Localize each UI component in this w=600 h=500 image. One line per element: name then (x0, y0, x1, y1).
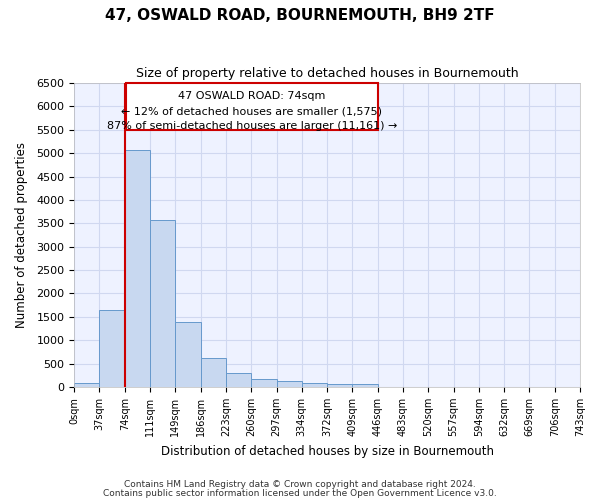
Y-axis label: Number of detached properties: Number of detached properties (15, 142, 28, 328)
Bar (126, 83, 377, 130)
Bar (226, 374, 251, 387)
Text: 47, OSWALD ROAD, BOURNEMOUTH, BH9 2TF: 47, OSWALD ROAD, BOURNEMOUTH, BH9 2TF (105, 8, 495, 22)
Bar (125, 150, 150, 387)
Text: Contains HM Land Registry data © Crown copyright and database right 2024.: Contains HM Land Registry data © Crown c… (124, 480, 476, 489)
X-axis label: Distribution of detached houses by size in Bournemouth: Distribution of detached houses by size … (161, 444, 494, 458)
Text: ← 12% of detached houses are smaller (1,575): ← 12% of detached houses are smaller (1,… (121, 106, 382, 117)
Title: Size of property relative to detached houses in Bournemouth: Size of property relative to detached ho… (136, 68, 518, 80)
Bar (302, 382, 327, 387)
Bar (200, 358, 226, 387)
Bar (100, 310, 125, 387)
Bar (352, 384, 377, 387)
Bar (277, 382, 302, 387)
Text: Contains public sector information licensed under the Open Government Licence v3: Contains public sector information licen… (103, 488, 497, 498)
Text: 87% of semi-detached houses are larger (11,161) →: 87% of semi-detached houses are larger (… (107, 122, 397, 132)
Bar (175, 322, 200, 387)
Bar (150, 220, 175, 387)
Bar (74, 384, 100, 387)
Text: 47 OSWALD ROAD: 74sqm: 47 OSWALD ROAD: 74sqm (178, 91, 326, 101)
Bar (251, 379, 277, 387)
Bar (327, 384, 352, 387)
